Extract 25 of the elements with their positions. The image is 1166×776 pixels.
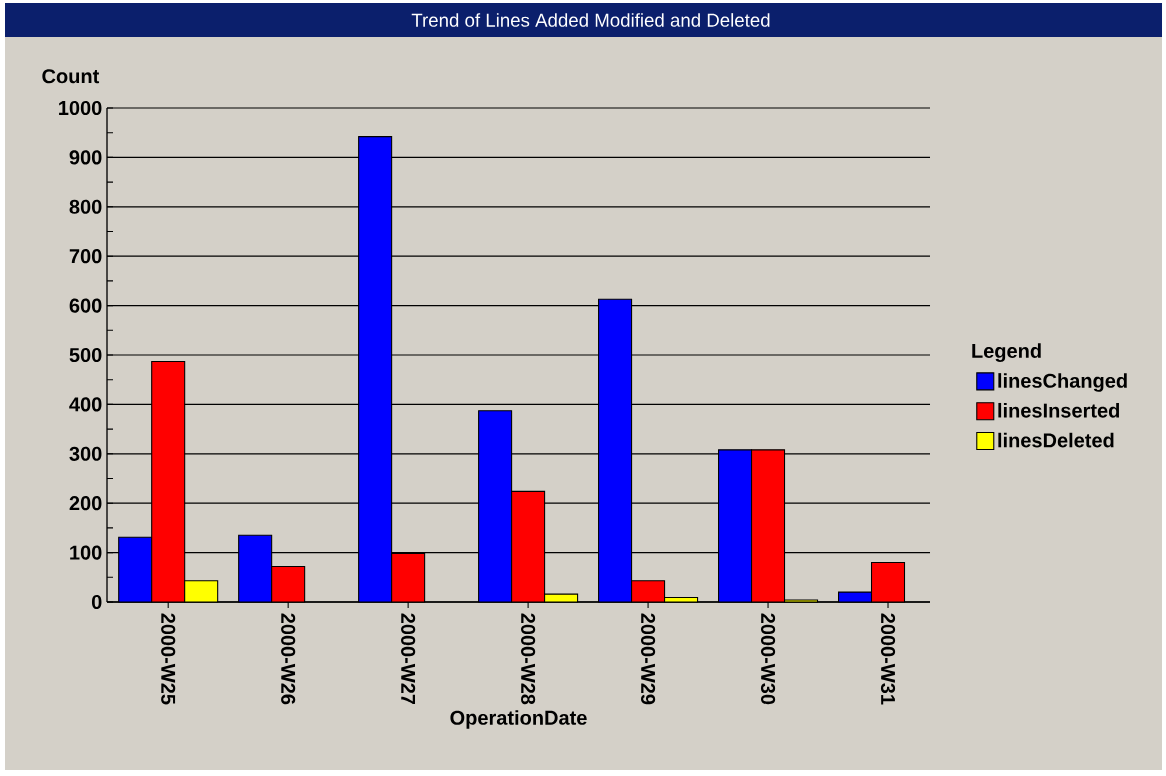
x-tick-label: 2000-W26	[281, 613, 296, 705]
legend-label: linesInserted	[998, 402, 1120, 418]
y-tick-label: 300	[69, 446, 102, 461]
y-tick-label: 100	[70, 545, 102, 560]
x-axis-title: OperationDate	[450, 710, 587, 729]
y-tick-label: 800	[69, 199, 102, 214]
legend-label: linesDeleted	[998, 432, 1114, 448]
x-tick-label: 2000-W29	[641, 613, 656, 705]
x-tick-label: 2000-W28	[521, 613, 536, 705]
legend-label: linesChanged	[998, 373, 1127, 392]
y-tick-label: 500	[69, 347, 102, 363]
y-tick-label: 1000	[59, 100, 102, 116]
y-tick-label: 600	[69, 298, 102, 313]
x-tick-label: 2000-W25	[161, 613, 176, 705]
y-tick-label: 400	[69, 397, 102, 412]
y-tick-label: 0	[91, 594, 102, 610]
legend-title: Legend	[972, 343, 1041, 363]
y-tick-label: 900	[69, 150, 102, 165]
x-tick-label: 2000-W27	[401, 613, 416, 705]
x-tick-label: 2000-W31	[880, 613, 896, 705]
y-tick-label: 700	[69, 249, 102, 264]
chart-title: Trend of Lines Added Modified and Deleted	[411, 13, 770, 27]
x-tick-label: 2000-W30	[760, 613, 776, 705]
y-axis-title: Count	[42, 69, 100, 84]
y-tick-label: 200	[69, 496, 102, 511]
